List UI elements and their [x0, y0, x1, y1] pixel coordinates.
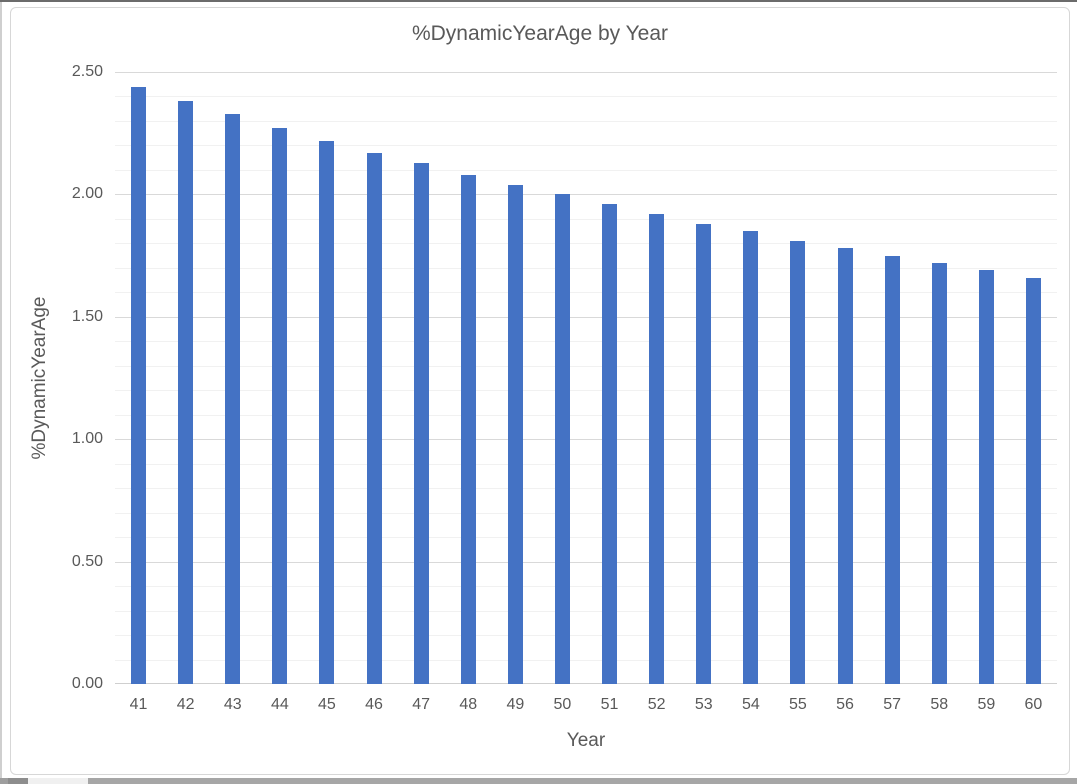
x-category-label: 56 [836, 696, 854, 713]
gridline-minor [115, 365, 1057, 367]
gridline-minor [115, 292, 1057, 294]
x-category-label: 52 [647, 696, 666, 713]
bar-year-51[interactable] [602, 204, 618, 684]
gridline-minor [115, 414, 1057, 416]
bottom-strip-segment [8, 778, 28, 784]
chart-title: %DynamicYearAge by Year [411, 22, 669, 45]
bottom-strip-segment [88, 778, 1077, 784]
gridline-minor [115, 537, 1057, 539]
bar-year-42[interactable] [178, 101, 194, 684]
gridline-minor [115, 488, 1057, 490]
x-category-label: 48 [459, 696, 478, 713]
gridline-minor [115, 390, 1057, 392]
bar-year-57[interactable] [884, 255, 900, 684]
x-category-label: 43 [223, 696, 242, 713]
gridline-major [115, 72, 1057, 73]
gridline-minor [115, 96, 1057, 98]
bar-year-52[interactable] [649, 213, 665, 684]
x-category-label: 50 [553, 696, 572, 713]
bar-year-43[interactable] [225, 113, 241, 684]
gridline-minor [115, 659, 1057, 661]
gridline-minor [115, 463, 1057, 465]
window-left-edge [0, 2, 2, 778]
gridline-major [115, 194, 1057, 196]
gridline-minor [115, 267, 1057, 269]
bottom-ui-strip [0, 778, 1077, 784]
chart-object[interactable]: %DynamicYearAge by Year Year %DynamicYea… [10, 7, 1070, 775]
x-category-label: 45 [318, 696, 336, 713]
y-tick-label: 0.50 [71, 552, 103, 570]
bar-year-58[interactable] [931, 262, 947, 684]
y-tick-label: 1.00 [71, 430, 103, 448]
gridline-minor [115, 145, 1057, 147]
gridline-major [115, 439, 1057, 441]
bottom-strip-segment [28, 778, 88, 784]
x-category-label: 60 [1024, 696, 1043, 713]
bar-year-59[interactable] [978, 270, 994, 684]
bar-year-60[interactable] [1025, 277, 1041, 684]
y-tick-label: 1.50 [71, 307, 103, 325]
x-category-label: 44 [270, 696, 289, 713]
gridline-minor [115, 169, 1057, 171]
x-category-label: 41 [129, 696, 148, 713]
x-category-label: 57 [883, 696, 902, 713]
x-category-label: 54 [741, 696, 760, 713]
window-top-edge [0, 0, 1077, 2]
bar-year-44[interactable] [272, 128, 288, 684]
x-category-label: 49 [506, 696, 525, 713]
bar-year-49[interactable] [507, 184, 523, 684]
x-category-label: 47 [412, 696, 431, 713]
x-axis-line [115, 683, 1057, 684]
y-axis-title: %DynamicYearAge [29, 296, 50, 460]
gridline-minor [115, 635, 1057, 637]
y-tick-label: 2.00 [71, 185, 103, 203]
x-axis-title: Year [566, 730, 606, 751]
gridline-minor [115, 218, 1057, 220]
bar-year-55[interactable] [790, 240, 806, 684]
gridline-minor [115, 243, 1057, 245]
gridline-minor [115, 586, 1057, 588]
x-category-label: 51 [600, 696, 619, 713]
gridline-minor [115, 120, 1057, 122]
bar-year-56[interactable] [837, 248, 853, 684]
bar-year-54[interactable] [743, 231, 759, 684]
gridline-major [115, 561, 1057, 563]
x-category-label: 46 [365, 696, 383, 713]
x-category-label: 58 [930, 696, 949, 713]
y-tick-label: 2.50 [71, 63, 103, 80]
gridline-minor [115, 512, 1057, 514]
bottom-strip-segment [0, 778, 8, 784]
bar-year-41[interactable] [131, 86, 147, 684]
bar-year-45[interactable] [319, 140, 335, 684]
bar-year-47[interactable] [413, 162, 429, 684]
gridline-minor [115, 341, 1057, 343]
x-category-label: 42 [176, 696, 195, 713]
bar-year-46[interactable] [366, 152, 382, 684]
y-tick-label: 0.00 [71, 675, 103, 692]
x-category-label: 55 [789, 696, 807, 713]
gridline-major [115, 316, 1057, 318]
x-category-label: 59 [977, 696, 996, 713]
plot-area [115, 72, 1057, 684]
bar-year-50[interactable] [554, 194, 570, 684]
bar-year-53[interactable] [696, 223, 712, 684]
x-category-label: 53 [694, 696, 713, 713]
bar-year-48[interactable] [460, 174, 476, 684]
gridline-minor [115, 610, 1057, 612]
